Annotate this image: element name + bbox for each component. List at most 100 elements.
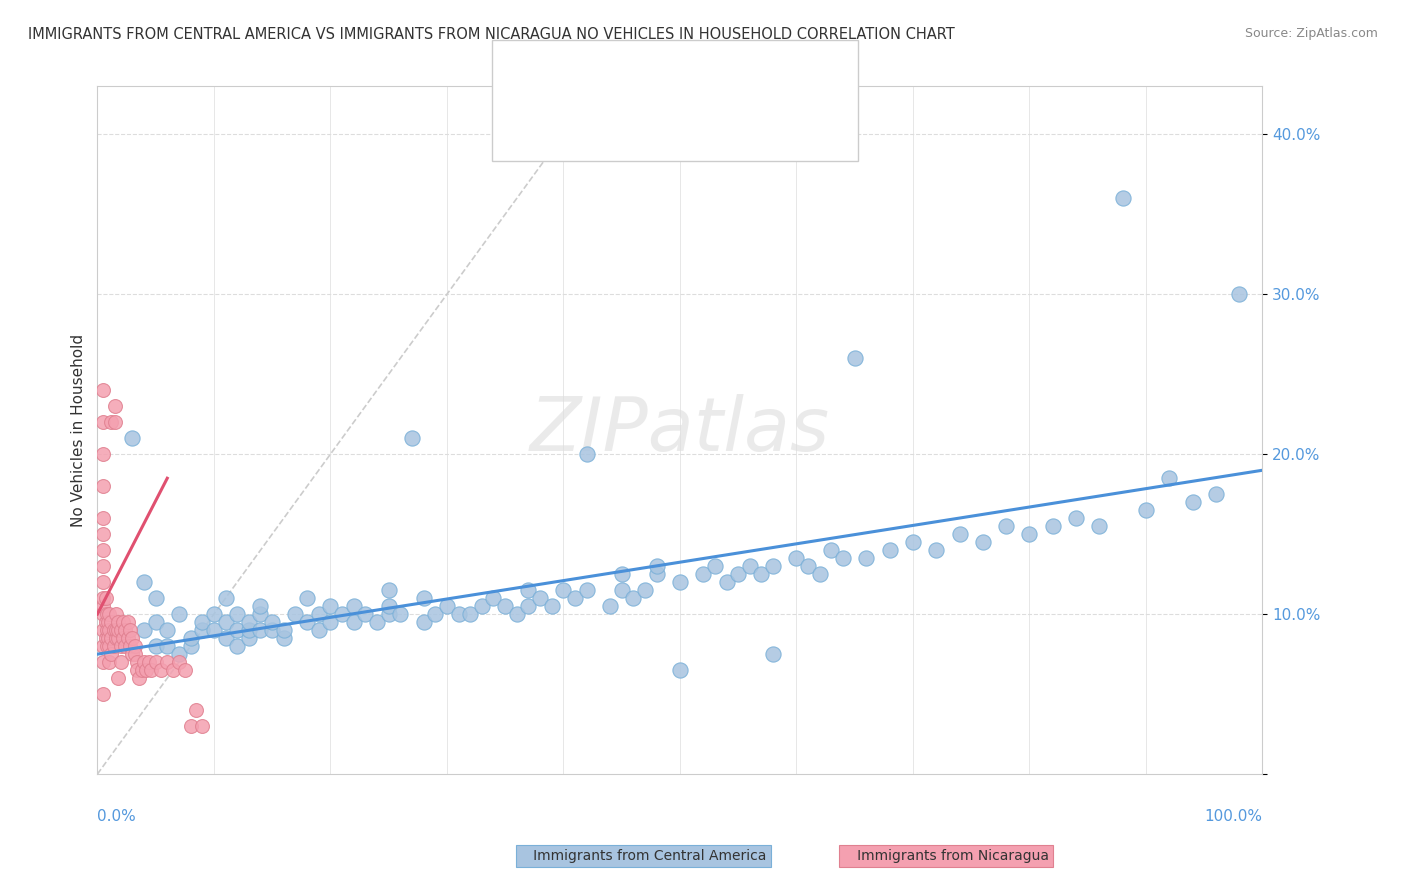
Point <box>202 623 225 637</box>
Point <box>110 639 132 653</box>
Point <box>114 639 136 653</box>
Point <box>110 631 132 645</box>
Point <box>104 399 127 413</box>
Point <box>214 591 236 606</box>
Point <box>1181 495 1204 509</box>
Point <box>238 623 260 637</box>
Point <box>162 663 184 677</box>
Point <box>925 543 948 558</box>
Point <box>425 607 447 622</box>
Point <box>91 639 114 653</box>
Point <box>599 599 621 614</box>
Point <box>135 663 157 677</box>
Point <box>1135 503 1157 517</box>
Point <box>553 583 575 598</box>
Point <box>762 647 785 661</box>
Point <box>575 447 598 461</box>
Point <box>167 655 190 669</box>
Text: Immigrants from Central America: Immigrants from Central America <box>520 849 766 863</box>
Point <box>104 631 127 645</box>
Point <box>262 623 284 637</box>
Point <box>97 631 120 645</box>
Point <box>121 631 143 645</box>
Text: IMMIGRANTS FROM CENTRAL AMERICA VS IMMIGRANTS FROM NICARAGUA NO VEHICLES IN HOUS: IMMIGRANTS FROM CENTRAL AMERICA VS IMMIG… <box>28 27 955 42</box>
Point <box>145 615 167 630</box>
Point <box>98 655 121 669</box>
Point <box>1159 471 1181 485</box>
Point <box>797 559 820 574</box>
Point <box>156 623 179 637</box>
Point <box>995 519 1018 533</box>
Point <box>139 663 162 677</box>
Point <box>150 663 173 677</box>
Point <box>319 599 342 614</box>
Point <box>125 655 148 669</box>
Point <box>948 527 970 541</box>
Point <box>125 663 148 677</box>
Point <box>98 623 121 637</box>
Point <box>202 607 225 622</box>
Point <box>343 599 366 614</box>
Point <box>377 583 399 598</box>
Point <box>132 623 155 637</box>
Point <box>564 591 586 606</box>
Point <box>389 607 412 622</box>
Point <box>173 663 195 677</box>
Point <box>91 543 114 558</box>
Point <box>238 615 260 630</box>
Point <box>100 615 122 630</box>
Point <box>517 599 540 614</box>
Point <box>540 599 562 614</box>
Point <box>1088 519 1111 533</box>
Point <box>972 535 994 549</box>
Point <box>832 551 855 566</box>
Point <box>110 655 132 669</box>
Point <box>91 384 114 398</box>
Point <box>98 639 121 653</box>
Point <box>107 631 129 645</box>
Point <box>132 655 155 669</box>
Point <box>156 639 179 653</box>
Point <box>91 527 114 541</box>
Point <box>91 623 114 637</box>
Point <box>191 615 214 630</box>
Point <box>214 631 236 645</box>
Point <box>104 607 127 622</box>
Point <box>124 647 146 661</box>
Point <box>107 623 129 637</box>
Point <box>121 431 143 445</box>
Point <box>366 615 388 630</box>
Point <box>114 623 136 637</box>
Point <box>855 551 877 566</box>
Point <box>107 615 129 630</box>
Point <box>1227 287 1250 301</box>
Point <box>96 639 118 653</box>
Point <box>295 615 318 630</box>
Point <box>401 431 423 445</box>
Point <box>128 671 150 685</box>
Point <box>506 607 529 622</box>
Point <box>91 599 114 614</box>
Point <box>167 647 190 661</box>
Point <box>645 567 668 582</box>
Point <box>703 559 725 574</box>
Point <box>104 623 127 637</box>
Text: ZIPatlas: ZIPatlas <box>530 394 830 467</box>
Point <box>343 615 366 630</box>
Point <box>1111 191 1133 205</box>
Point <box>727 567 749 582</box>
Point <box>91 607 114 622</box>
Point <box>1042 519 1064 533</box>
Text: Immigrants from Nicaragua: Immigrants from Nicaragua <box>844 849 1049 863</box>
Point <box>91 687 114 701</box>
Point <box>91 447 114 461</box>
Point <box>529 591 551 606</box>
Point <box>214 615 236 630</box>
Point <box>91 415 114 429</box>
Point <box>330 607 353 622</box>
Point <box>145 639 167 653</box>
Point <box>844 351 866 366</box>
Point <box>494 599 516 614</box>
Point <box>167 607 190 622</box>
Point <box>94 591 117 606</box>
